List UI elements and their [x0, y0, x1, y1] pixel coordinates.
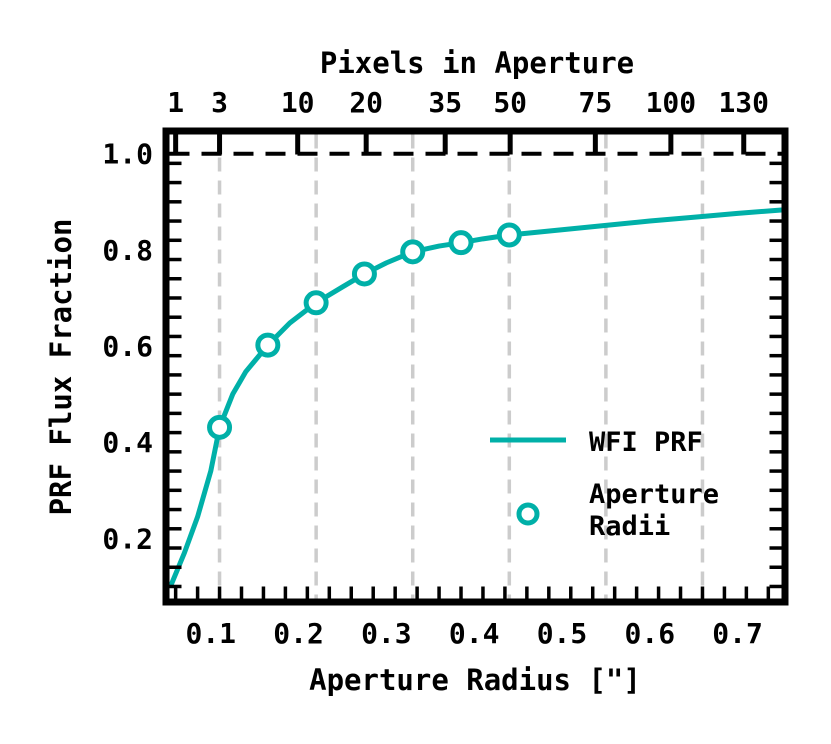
aperture-marker [207, 414, 233, 440]
top-tick-label: 35 [428, 86, 462, 119]
y-tick-label: 0.8 [102, 234, 153, 267]
aperture-marker [351, 261, 377, 287]
legend-label-line1: Aperture [589, 479, 719, 510]
legend-label-aperture-radii: Aperture Radii [589, 479, 735, 542]
legend-label-line2: Radii [589, 511, 670, 542]
data-series [168, 207, 784, 588]
aperture-marker [400, 239, 426, 265]
top-tick-label: 75 [578, 86, 612, 119]
top-tick-label: 20 [349, 86, 383, 119]
x-tick-label: 0.5 [537, 617, 588, 650]
legend-label-wfi-prf: WFI PRF [589, 427, 703, 458]
x-tick-label: 0.3 [361, 617, 412, 650]
tick-labels: 0.1 0.2 0.3 0.4 0.5 0.6 0.7 0.2 0.4 0.6 0.8 1.0 1 3 10… [102, 86, 769, 650]
y-tick-label: 0.4 [102, 426, 153, 459]
top-tick-label: 1 [167, 86, 184, 119]
x-tick-label: 0.6 [625, 617, 676, 650]
aperture-marker [303, 290, 329, 316]
top-tick-label: 10 [281, 86, 315, 119]
aperture-marker [255, 332, 281, 358]
top-tick-label: 130 [718, 86, 769, 119]
aperture-marker [448, 230, 474, 256]
top-tick-label: 50 [493, 86, 527, 119]
top-tick-label: 100 [646, 86, 697, 119]
vertical-grid-lines [217, 134, 705, 599]
legend: WFI PRF Aperture Radii [490, 427, 735, 542]
x-tick-label: 0.7 [712, 617, 763, 650]
legend-circle-marker [516, 502, 540, 526]
x-axis-label: Aperture Radius ["] [309, 663, 641, 697]
x-tick-label: 0.1 [185, 617, 236, 650]
prf-curve [168, 207, 784, 588]
top-axis-label: Pixels in Aperture [320, 46, 634, 80]
y-tick-label: 0.6 [102, 330, 153, 363]
axis-ticks [169, 134, 782, 599]
y-axis-label: PRF Flux Fraction [44, 219, 78, 516]
aperture-marker [496, 222, 522, 248]
x-tick-label: 0.2 [273, 617, 324, 650]
y-tick-label: 1.0 [102, 138, 153, 171]
top-tick-label: 3 [211, 86, 228, 119]
y-tick-label: 0.2 [102, 522, 153, 555]
x-tick-label: 0.4 [449, 617, 500, 650]
plot-frame [162, 127, 789, 606]
